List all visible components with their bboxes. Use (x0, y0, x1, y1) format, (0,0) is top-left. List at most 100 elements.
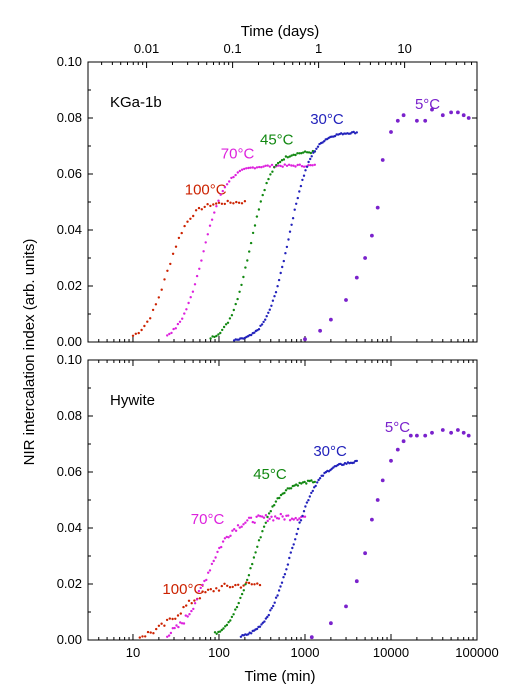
data-point (140, 328, 143, 332)
data-point (307, 160, 310, 164)
data-point (258, 165, 261, 169)
data-point (456, 110, 460, 115)
data-point (279, 493, 283, 497)
data-point (302, 510, 306, 513)
data-point (260, 623, 263, 626)
data-point (237, 201, 241, 204)
data-point (257, 328, 261, 331)
data-point (296, 527, 300, 531)
data-point (267, 613, 270, 617)
data-point (212, 203, 215, 206)
data-point (300, 482, 303, 485)
data-point (226, 584, 229, 587)
data-point (177, 625, 180, 629)
data-point (259, 536, 262, 539)
data-point (344, 298, 348, 302)
data-point (265, 315, 268, 318)
data-point (461, 430, 466, 435)
x-top-tick-label: 0.1 (224, 41, 242, 56)
data-point (363, 551, 367, 556)
data-point (262, 165, 265, 168)
data-point (234, 302, 237, 306)
data-point (208, 569, 212, 572)
data-point (249, 567, 252, 570)
data-point (259, 200, 262, 203)
data-point (169, 631, 173, 635)
series-30CC: 30°C (232, 111, 358, 342)
data-point (146, 630, 150, 634)
data-point (177, 236, 181, 240)
data-point (218, 630, 222, 633)
data-point (261, 515, 264, 518)
data-point (244, 521, 247, 524)
data-point (198, 267, 201, 270)
data-point (141, 635, 144, 638)
data-point (301, 178, 304, 182)
series-45CC: 45°C (209, 132, 316, 340)
data-point (300, 152, 303, 155)
data-point (309, 151, 313, 155)
data-point (307, 164, 310, 167)
data-point (242, 584, 245, 587)
y-tick-label: 0.02 (57, 576, 82, 591)
data-point (205, 578, 208, 582)
data-point (246, 578, 249, 582)
data-point (313, 150, 317, 153)
data-point (179, 621, 182, 624)
y-tick-label: 0.08 (57, 110, 82, 125)
data-point (269, 173, 272, 176)
data-point (298, 517, 301, 520)
data-point (259, 324, 262, 327)
data-point (266, 515, 269, 519)
data-point (276, 594, 279, 597)
data-point (221, 540, 225, 543)
data-point (176, 322, 180, 326)
data-point (232, 175, 235, 179)
x-tick-label: 100 (208, 645, 230, 660)
data-point (363, 256, 367, 260)
data-point (278, 160, 282, 164)
data-point (209, 337, 212, 340)
data-point (268, 308, 271, 311)
data-point (287, 163, 291, 166)
data-point (151, 308, 155, 312)
data-point (290, 164, 293, 167)
data-point (461, 113, 466, 118)
data-point (313, 480, 316, 484)
data-point (243, 200, 247, 203)
data-point (302, 165, 306, 168)
data-point (296, 518, 299, 522)
data-point (279, 164, 282, 168)
data-point (223, 186, 227, 189)
data-point (228, 180, 231, 183)
data-point (176, 614, 180, 617)
data-point (249, 166, 252, 169)
data-point (143, 324, 146, 328)
data-point (233, 528, 236, 531)
data-point (200, 208, 203, 211)
data-point (152, 632, 155, 635)
data-point (217, 589, 221, 592)
series-100CC: 100°C (138, 581, 262, 639)
data-point (285, 514, 288, 517)
data-point (174, 617, 177, 620)
data-point (271, 505, 274, 508)
data-point (250, 632, 253, 635)
data-point (174, 245, 178, 248)
data-point (188, 613, 191, 616)
x-tick-label: 10 (126, 645, 140, 660)
data-point (242, 275, 245, 279)
data-point (253, 167, 257, 170)
data-point (240, 525, 243, 528)
data-point (280, 159, 284, 162)
data-point (220, 628, 223, 632)
data-point (274, 515, 277, 518)
data-point (298, 152, 301, 155)
data-point (370, 233, 374, 238)
x-tick-label: 1000 (291, 645, 320, 660)
data-point (293, 208, 296, 211)
data-point (210, 218, 214, 221)
data-point (251, 562, 254, 566)
data-point (354, 579, 359, 584)
data-point (266, 519, 269, 523)
